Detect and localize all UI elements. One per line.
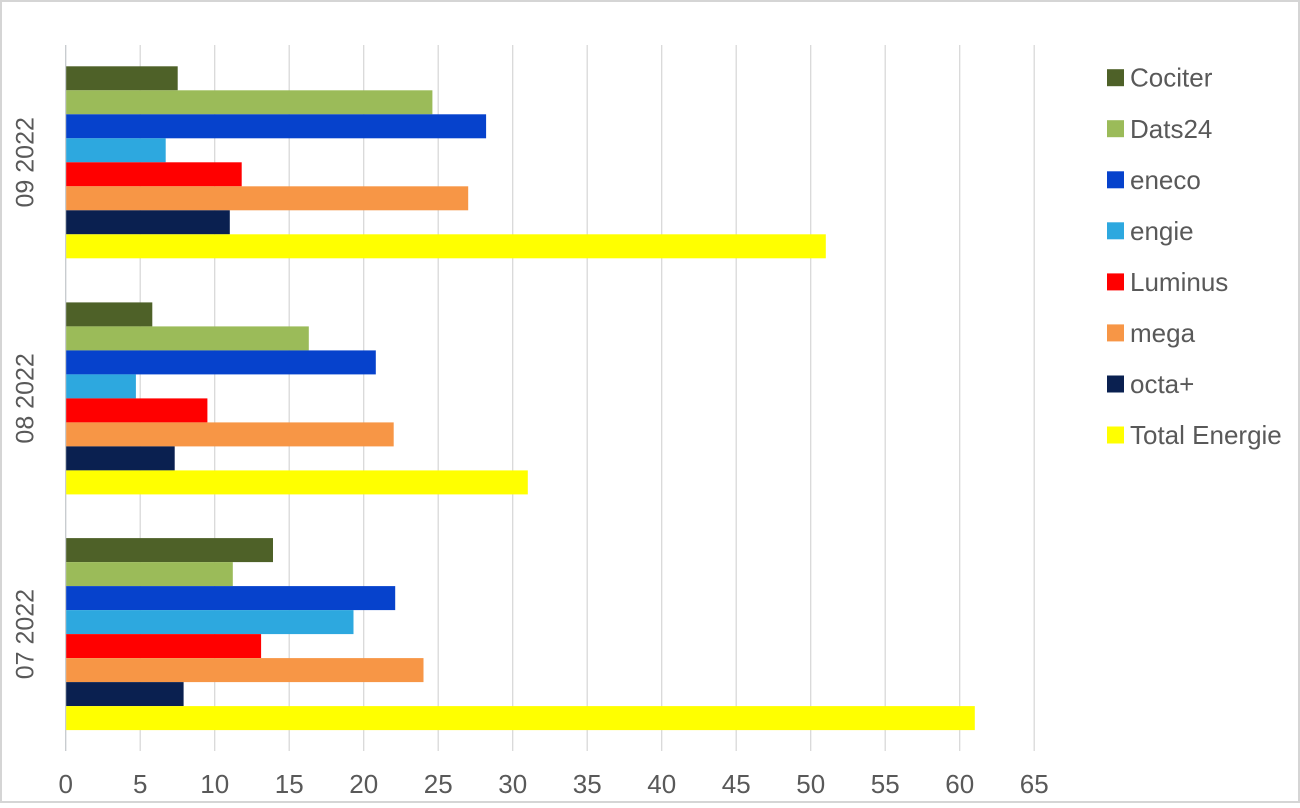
svg-text:09 2022: 09 2022 — [12, 117, 40, 207]
svg-text:5: 5 — [133, 769, 147, 799]
svg-text:20: 20 — [349, 769, 378, 799]
svg-text:07 2022: 07 2022 — [12, 589, 40, 679]
svg-text:25: 25 — [424, 769, 453, 799]
svg-text:mega: mega — [1130, 318, 1196, 348]
svg-text:Dats24: Dats24 — [1130, 114, 1212, 144]
svg-text:eneco: eneco — [1130, 165, 1201, 195]
svg-text:Luminus: Luminus — [1130, 267, 1228, 297]
svg-text:15: 15 — [275, 769, 304, 799]
svg-text:octa+: octa+ — [1130, 369, 1194, 399]
svg-text:engie: engie — [1130, 216, 1194, 246]
svg-text:0: 0 — [58, 769, 72, 799]
svg-text:30: 30 — [498, 769, 527, 799]
svg-text:10: 10 — [200, 769, 229, 799]
svg-text:50: 50 — [796, 769, 825, 799]
svg-text:40: 40 — [647, 769, 676, 799]
svg-text:45: 45 — [722, 769, 751, 799]
svg-text:Cociter: Cociter — [1130, 63, 1213, 93]
svg-text:55: 55 — [871, 769, 900, 799]
svg-text:08 2022: 08 2022 — [12, 353, 40, 443]
svg-text:60: 60 — [945, 769, 974, 799]
svg-text:35: 35 — [573, 769, 602, 799]
svg-text:65: 65 — [1020, 769, 1049, 799]
svg-text:Total Energie: Total Energie — [1130, 420, 1282, 450]
